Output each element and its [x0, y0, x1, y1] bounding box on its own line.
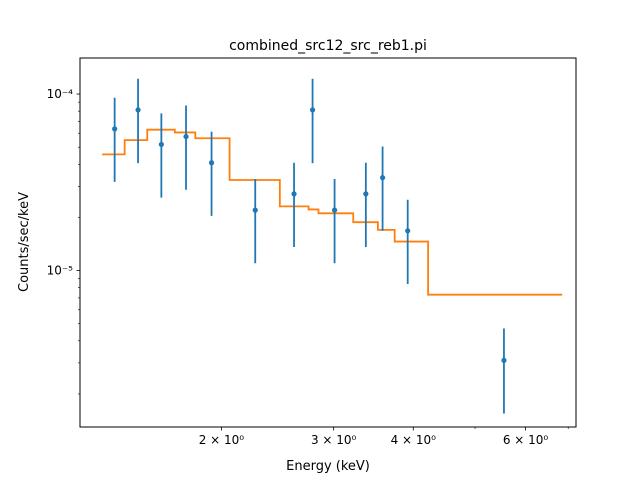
x-tick-label: 4 × 10⁰: [391, 433, 437, 447]
data-point: [331, 207, 338, 213]
data-point: [405, 228, 411, 234]
x-tick-label: 6 × 10⁰: [503, 433, 549, 447]
x-tick-label: 3 × 10⁰: [311, 433, 357, 447]
x-tick-label: 2 × 10⁰: [199, 433, 245, 447]
data-point: [501, 357, 507, 363]
data-point: [291, 191, 297, 197]
data-point: [183, 133, 189, 140]
data-point: [112, 126, 118, 132]
chart-title: combined_src12_src_reb1.pi: [229, 38, 427, 54]
data-point: [252, 207, 258, 213]
data-point: [158, 141, 164, 148]
y-tick-label: 10⁻⁴: [47, 87, 74, 101]
data-point: [363, 191, 369, 197]
model-step-line: [102, 128, 563, 296]
data-point: [135, 107, 141, 113]
axes: 2 × 10⁰ 3 × 10⁰ 4 × 10⁰ 6 × 10⁰ 10⁻⁴ 10⁻⁵: [47, 87, 569, 447]
data-point: [379, 175, 386, 181]
plot-data: [102, 78, 563, 414]
plot-frame: [79, 57, 577, 428]
data-point: [208, 160, 215, 166]
data-point: [309, 107, 316, 113]
y-tick-label: 10⁻⁵: [47, 264, 74, 278]
x-axis-label: Energy (keV): [286, 459, 370, 474]
y-axis-label: Counts/sec/keV: [17, 192, 32, 292]
